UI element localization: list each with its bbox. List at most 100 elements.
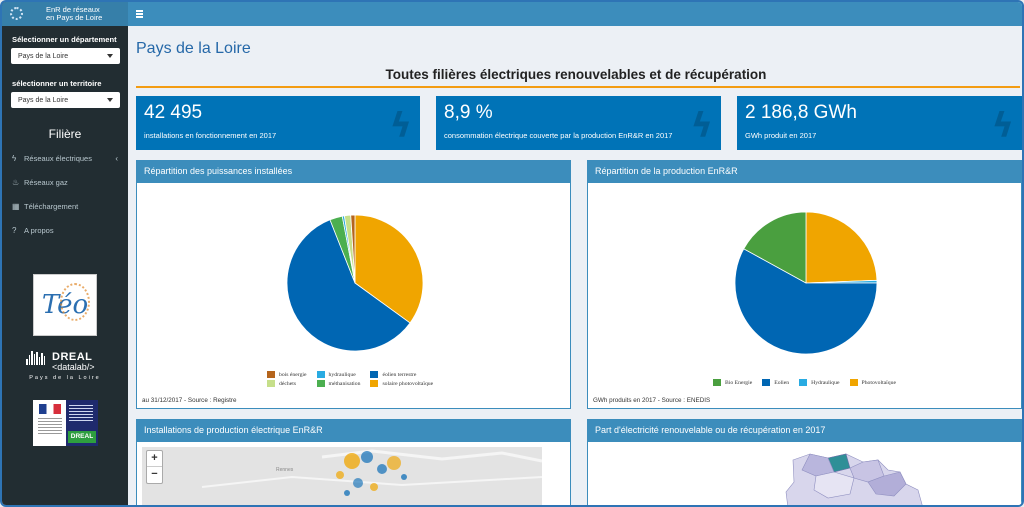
stat-value: 2 186,8 GWh [745,102,857,123]
question-icon: ? [12,225,17,235]
stat-installations: 42 495 installations en fonctionnement e… [136,96,420,150]
teo-dots-graphic [60,283,90,321]
dreal-datalab-logo[interactable]: DREAL <datalab/> Pays de la Loire [24,351,106,381]
sidebar-item-label: Téléchargement [24,201,79,211]
sidebar-section-title: Filière [48,127,82,141]
logo-icon [10,7,23,20]
dreal-logo-title: DREAL [52,351,93,363]
box-footer: au 31/12/2017 - Source : Registre [142,397,237,404]
legend-item[interactable]: déchets [267,380,307,387]
bolt-icon: ϟ [690,106,713,146]
legend-item[interactable]: solaire photovoltaïque [370,380,433,387]
page-title: Pays de la Loire [136,40,251,57]
dept-label: Sélectionner un département [12,35,117,44]
legend-swatch [762,379,771,386]
legend-item[interactable]: Bio Energie [713,379,752,386]
dept-select[interactable]: Pays de la Loire [11,48,120,64]
french-flag-icon [38,404,61,414]
pie-slice-eolien[interactable] [734,248,878,355]
legend-label: Eolien [774,379,790,386]
choropleth-map[interactable] [588,442,1021,507]
zoom-control: + − [146,450,163,484]
sidebar: EnR de réseaux en Pays de Loire Sélectio… [2,2,128,505]
stat-desc: installations en fonctionnement en 2017 [144,131,277,140]
legend-item[interactable]: éolien terrestre [370,371,433,378]
box-title: Installations de production électrique E… [137,419,570,442]
sidebar-item-a-propos[interactable]: ? A propos [2,218,128,242]
sidebar-item-reseaux-gaz[interactable]: ♨ Réseaux gaz [2,170,128,194]
republique-francaise-logo [33,400,66,446]
pie-slice--olien-terrestre[interactable] [286,219,411,352]
stat-desc: GWh produit en 2017 [745,131,817,140]
app-logo[interactable]: EnR de réseaux en Pays de Loire [2,2,128,26]
legend-swatch [316,371,325,378]
legend-item[interactable]: Hydraulique [799,379,840,386]
caret-down-icon [107,54,113,58]
legend-label: Bio Energie [725,379,753,386]
legend-label: méthanisation [328,380,361,387]
legend-label: bois énergie [279,371,307,378]
legend-label: éolien terrestre [382,371,417,378]
zoom-in-button[interactable]: + [147,451,162,467]
bolt-icon: ϟ [389,106,412,146]
installations-map[interactable]: Rennes + − [142,447,542,505]
legend-label: hydraulique [328,371,356,378]
pie-slice-solaire-photovolta-que[interactable] [354,214,424,324]
sidebar-item-reseaux-electriques[interactable]: ϟ Réseaux électriques ‹ [2,146,128,170]
legend-production: Bio Energie Eolien Hydraulique Photovoltaïq… [713,379,896,386]
dreal-badge: DREAL [66,400,98,446]
dreal-region-text: Pays de la Loire [29,375,101,381]
legend-swatch [849,379,858,386]
legend-item[interactable]: bois énergie [267,371,307,378]
prefet-dreal-logo[interactable]: DREAL [33,400,98,446]
legend-puissances: bois énergie hydraulique éolien terrestre d… [267,371,433,387]
pie-chart-puissances [286,214,424,352]
territory-label: sélectionner un territoire [12,79,102,88]
zoom-out-button[interactable]: − [151,468,158,480]
legend-swatch [267,380,275,387]
box-production: Répartition de la production EnR&R Bio E… [587,160,1022,409]
caret-down-icon [107,98,113,102]
legend-label: Hydraulique [811,379,840,386]
box-puissances: Répartition des puissances installées bo… [136,160,571,409]
legend-label: Photovoltaïque [861,379,896,386]
pie-chart-production [734,211,878,355]
box-title: Répartition de la production EnR&R [588,160,1021,183]
sidebar-item-label: A propos [24,225,54,235]
legend-item[interactable]: Photovoltaïque [849,379,896,386]
legend-label: déchets [279,380,297,387]
main-content: Pays de la Loire Toutes filières électri… [128,26,1022,507]
stat-value: 42 495 [144,102,203,123]
page-subtitle: Toutes filières électriques renouvelable… [385,67,767,82]
datalab-bars-graphic [26,351,45,365]
subtitle-underline [136,86,1020,88]
app-title-line2: en Pays de Loire [46,13,103,22]
sidebar-item-label: Réseaux électriques [24,153,92,163]
sidebar-item-telechargement[interactable]: ▦ Téléchargement [2,194,128,218]
box-footer: GWh produits en 2017 - Source : ENEDIS [593,397,711,404]
teo-logo[interactable]: Téo [33,274,97,336]
datalab-logo-text: <datalab/> [52,362,95,372]
box-installations-map: Installations de production électrique E… [136,419,571,505]
dreal-badge-text: DREAL [68,431,96,443]
sidebar-item-label: Réseaux gaz [24,177,68,187]
box-title: Répartition des puissances installées [137,160,570,183]
legend-item[interactable]: hydraulique [316,371,361,378]
pie-slice-bio-energie[interactable] [743,211,807,284]
legend-item[interactable]: méthanisation [316,380,361,387]
hamburger-menu-icon[interactable] [136,10,143,18]
legend-item[interactable]: Eolien [762,379,789,386]
stat-desc: consommation électrique couverte par la … [444,131,673,140]
stat-value: 8,9 % [444,102,493,123]
legend-swatch [267,371,275,378]
territory-select[interactable]: Pays de la Loire [11,92,120,108]
territory-select-value: Pays de la Loire [18,96,69,104]
legend-label: solaire photovoltaïque [382,380,434,387]
chevron-left-icon: ‹ [115,153,118,163]
dept-select-value: Pays de la Loire [18,52,69,60]
stat-production: 2 186,8 GWh GWh produit en 2017 ϟ [737,96,1022,150]
pie-slice-bois-nergie[interactable] [350,214,356,284]
pie-slice-photovolta-que[interactable] [805,211,878,284]
box-title: Part d'électricité renouvelable ou de ré… [588,419,1021,442]
legend-swatch [799,379,808,386]
